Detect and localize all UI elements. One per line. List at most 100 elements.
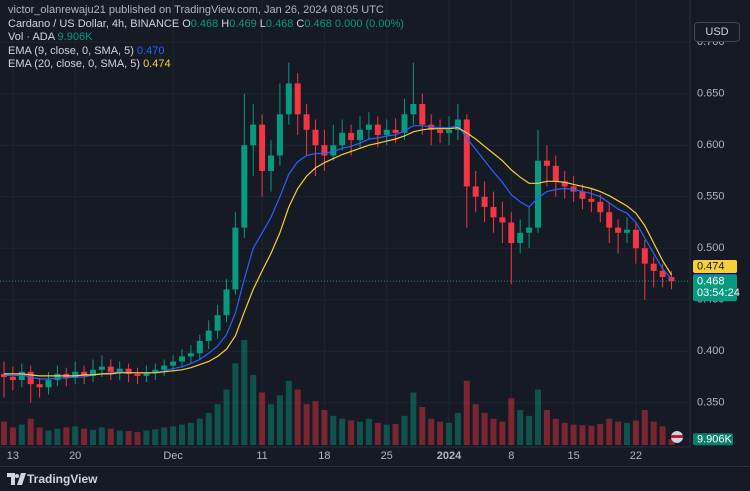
countdown: 03:54:24 (697, 287, 740, 299)
logo (7, 473, 26, 485)
volume-bar (659, 426, 666, 445)
volume-bar (187, 422, 194, 445)
volume-bar (632, 420, 639, 445)
candle-body (348, 132, 355, 141)
volume-bar (250, 375, 257, 445)
ema-value: 0.474 (143, 58, 171, 70)
candle-body (27, 371, 34, 385)
volume-bar (561, 422, 568, 445)
volume-bar (232, 363, 239, 445)
volume-bar (437, 421, 444, 445)
y-tick-label: 0.400 (697, 345, 725, 357)
candle-body (454, 119, 461, 130)
publisher: victor_olanrewaju21 published on Trading… (8, 4, 384, 16)
volume-bar (116, 430, 123, 445)
ohlc-row: Cardano / US Dollar, 4h, BINANCE O0.468 H0… (8, 18, 404, 32)
chart: 0.3500.4000.4500.5000.5500.6000.6500.700… (0, 0, 740, 462)
volume-bar (134, 432, 141, 445)
candle-body (357, 129, 363, 141)
volume-bar (570, 424, 577, 445)
candle-body (543, 160, 550, 166)
volume-bar (392, 424, 399, 445)
ema-line (4, 127, 673, 377)
ema-value: 0.470 (137, 44, 165, 57)
volume-bar (454, 412, 461, 445)
candle-body (330, 145, 337, 156)
candle-body (36, 384, 43, 388)
candle-body (597, 201, 604, 213)
volume-bar (517, 410, 524, 445)
price-marker-label: 0.474 (697, 260, 725, 272)
x-tick-label: 11 (256, 450, 267, 462)
volume-bar (205, 412, 212, 445)
flag-stripe (671, 435, 683, 438)
volume-bar (419, 407, 426, 445)
volume-bar (27, 418, 34, 445)
volume-bar (650, 421, 657, 445)
candle-body (588, 198, 595, 202)
candle-body (624, 229, 630, 233)
volume-bar (330, 415, 337, 445)
candle-body (321, 145, 328, 156)
volume-bar (410, 392, 417, 445)
volume-bar (499, 421, 506, 445)
x-tick-label: 15 (567, 450, 579, 462)
candle-body (535, 160, 541, 228)
volume-bar (268, 404, 274, 445)
ema-line (3, 125, 672, 380)
volume-bar (365, 418, 372, 445)
volume-bar (107, 428, 114, 445)
currency-button[interactable]: USD (694, 22, 740, 42)
candle-body (641, 248, 648, 264)
candle-body (187, 353, 194, 357)
volume-bar (490, 418, 497, 445)
volume-bar (196, 418, 203, 445)
candle-body (223, 289, 230, 316)
volume-bar (9, 427, 16, 445)
volume-bar (339, 418, 346, 445)
candle-body (214, 315, 221, 331)
candle-body (481, 196, 488, 208)
candle-body (116, 368, 123, 372)
volume-marker-label: 9.906K (697, 434, 733, 446)
candle-body (419, 104, 426, 125)
y-tick-label: 0.550 (697, 191, 725, 203)
volume-bar (348, 420, 355, 445)
volume-bar (45, 430, 52, 445)
volume-bar (36, 427, 43, 445)
candle-body (9, 376, 16, 381)
ohlc-value: 0.469 (229, 17, 257, 30)
volume-bar (668, 439, 675, 445)
candle-body (45, 380, 52, 388)
candle-body (134, 373, 141, 376)
volume-bar (401, 415, 408, 445)
ema-name: EMA (9, close, 0, SMA, 5) (8, 44, 134, 57)
candle-body (241, 145, 248, 228)
x-tick-label: 18 (318, 450, 330, 462)
candle-body (205, 330, 212, 341)
candle-body (401, 114, 408, 133)
candle-body (499, 217, 506, 223)
candle-body (170, 361, 177, 366)
candle-body (232, 227, 239, 290)
volume-bar (81, 428, 88, 445)
volume-bar (179, 424, 185, 445)
ema20-row: EMA (20, close, 0, SMA, 5) 0.474 (8, 58, 404, 72)
candle-body (463, 119, 470, 187)
volume-bar (285, 380, 292, 445)
volume-bar (214, 404, 221, 445)
volume-bar (143, 430, 150, 445)
volume-bar (526, 415, 533, 445)
ohlc-key: O (182, 17, 191, 30)
volume-bar (125, 431, 132, 445)
x-tick-label: 25 (381, 450, 393, 462)
candle-body (508, 222, 515, 244)
volume-bar (98, 427, 105, 445)
candle-body (81, 371, 88, 376)
x-tick-label: 22 (630, 450, 642, 462)
volume-bar (18, 424, 25, 445)
volume-bar (303, 404, 310, 445)
candle-body (632, 229, 639, 249)
volume-bar (54, 428, 61, 445)
candle-body (526, 227, 533, 233)
